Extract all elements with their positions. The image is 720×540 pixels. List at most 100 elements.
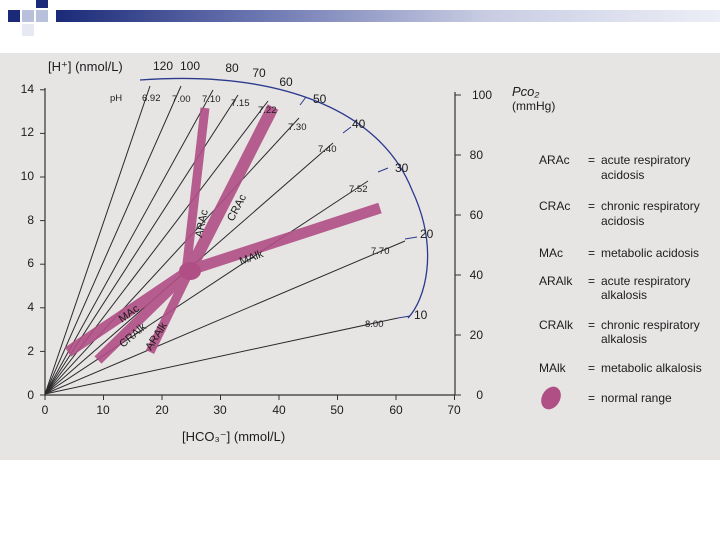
ph-value-label: 7.52 [349, 184, 368, 195]
legend-eq: = [588, 391, 595, 405]
legend-text: alkalosis [601, 332, 647, 346]
ph-label: pH [110, 93, 122, 104]
legend-eq: = [588, 199, 595, 213]
bottom-tick-label: 0 [42, 403, 49, 417]
bottom-tick-label: 50 [330, 403, 344, 417]
ph-value-label: 7.10 [202, 94, 221, 105]
bottom-tick-label: 30 [213, 403, 227, 417]
decor-square [22, 24, 34, 36]
pco2-tick [397, 315, 411, 319]
decor-square [36, 0, 48, 8]
legend-abbr: CRAlk [539, 318, 574, 332]
bottom-tick-label: 10 [96, 403, 110, 417]
ph-isopleth-line [44, 240, 406, 395]
legend-abbr: ARAlk [539, 274, 573, 288]
band-cralk [94, 266, 194, 364]
decorative-header-strip [0, 0, 720, 40]
legend-text: alkalosis [601, 288, 647, 302]
pco2-tick [342, 126, 352, 134]
decor-square [22, 10, 34, 22]
right-tick-label: 0 [476, 388, 483, 402]
normal-range-blob [179, 262, 201, 280]
ph-value-label: 7.40 [318, 144, 337, 155]
h-top-label: 80 [225, 61, 239, 75]
legend: ARAc = acute respiratory acidosis CRAc =… [539, 153, 702, 410]
right-tick-label: 40 [470, 268, 484, 282]
ph-value-label: 7.30 [288, 122, 307, 133]
ph-isopleth-line [44, 117, 300, 395]
y-axis-right-title: Pco₂ [512, 84, 539, 99]
pco2-arc-label: 20 [420, 227, 434, 241]
left-tick-label: 14 [21, 82, 35, 96]
legend-text: acidosis [601, 168, 644, 182]
pco2-arc-label: 10 [414, 308, 428, 322]
ph-value-label: 8.00 [365, 319, 384, 330]
right-tick-label: 80 [470, 148, 484, 162]
right-tick-label: 20 [470, 328, 484, 342]
legend-eq: = [588, 361, 595, 375]
left-tick-label: 12 [21, 125, 35, 139]
y-axis-left-title: [H⁺] (nmol/L) [48, 59, 123, 74]
legend-eq: = [588, 246, 595, 260]
band-aralk [145, 268, 195, 354]
legend-text: chronic respiratory [601, 199, 700, 213]
pco2-arc-label: 50 [313, 92, 327, 106]
pco2-arc-label: 40 [352, 117, 366, 131]
h-top-label: 60 [279, 75, 293, 89]
legend-text: normal range [601, 391, 672, 405]
left-tick-label: 2 [27, 344, 34, 358]
ph-value-label: 7.00 [172, 94, 191, 105]
x-axis-title: [HCO₃⁻] (mmol/L) [182, 429, 285, 444]
ph-value-label: 6.92 [142, 93, 161, 104]
right-tick-label: 100 [472, 88, 492, 102]
legend-eq: = [588, 318, 595, 332]
band-label-arac: ARAc [193, 208, 211, 238]
legend-text: acute respiratory [601, 274, 690, 288]
legend-normal-range-swatch [541, 386, 561, 410]
pco2-tick [299, 96, 307, 106]
h-top-label: 70 [252, 66, 266, 80]
bottom-tick-label: 40 [272, 403, 286, 417]
bottom-tick-label: 70 [447, 403, 461, 417]
legend-text: acidosis [601, 214, 644, 228]
ph-isopleth-line [44, 85, 182, 395]
left-tick-label: 10 [21, 169, 35, 183]
left-tick-label: 6 [27, 256, 34, 270]
left-tick-label: 4 [27, 300, 34, 314]
ph-value-label: 7.70 [371, 246, 390, 257]
ph-isopleth-line [44, 85, 151, 395]
band-malk [188, 202, 382, 276]
band-arac [181, 107, 210, 273]
pco2-tick [404, 236, 418, 240]
nomogram-panel [0, 53, 720, 460]
bottom-tick-label: 20 [155, 403, 169, 417]
legend-eq: = [588, 274, 595, 288]
legend-text: chronic respiratory [601, 318, 700, 332]
bottom-tick-label: 60 [389, 403, 403, 417]
left-tick-label: 0 [27, 388, 34, 402]
ph-isopleth-line [44, 317, 399, 395]
pco2-arc [139, 77, 429, 319]
decor-square [36, 10, 48, 22]
decor-square [8, 10, 20, 22]
ph-value-label: 7.15 [231, 98, 250, 109]
h-top-label: 100 [180, 59, 200, 73]
ph-value-label: 7.22 [258, 105, 277, 116]
legend-abbr: CRAc [539, 199, 570, 213]
left-tick-label: 8 [27, 213, 34, 227]
legend-abbr: MAlk [539, 361, 567, 375]
header-gradient-bar [56, 10, 720, 22]
legend-text: metabolic acidosis [601, 246, 699, 260]
legend-eq: = [588, 153, 595, 167]
right-tick-label: 60 [470, 208, 484, 222]
y-axis-right-unit: (mmHg) [512, 99, 555, 113]
legend-abbr: ARAc [539, 153, 570, 167]
legend-text: metabolic alkalosis [601, 361, 702, 375]
band-crac [184, 104, 279, 273]
pco2-tick [377, 167, 389, 173]
pco2-arc-label: 30 [395, 161, 409, 175]
h-top-label: 120 [153, 59, 173, 73]
legend-abbr: MAc [539, 246, 563, 260]
legend-text: acute respiratory [601, 153, 690, 167]
